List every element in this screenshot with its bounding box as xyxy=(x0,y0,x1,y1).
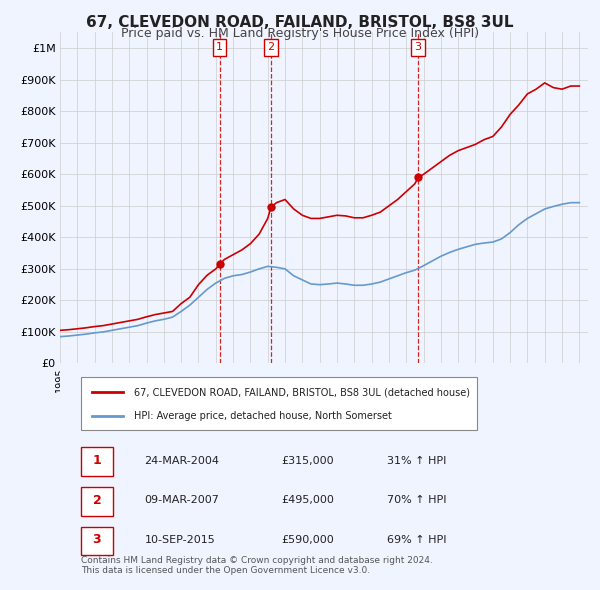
FancyBboxPatch shape xyxy=(81,376,477,430)
Text: £315,000: £315,000 xyxy=(282,455,334,466)
FancyBboxPatch shape xyxy=(81,447,113,476)
Text: 69% ↑ HPI: 69% ↑ HPI xyxy=(388,535,447,545)
Text: £590,000: £590,000 xyxy=(282,535,335,545)
Text: 10-SEP-2015: 10-SEP-2015 xyxy=(145,535,215,545)
Text: 3: 3 xyxy=(92,533,101,546)
Text: 67, CLEVEDON ROAD, FAILAND, BRISTOL, BS8 3UL: 67, CLEVEDON ROAD, FAILAND, BRISTOL, BS8… xyxy=(86,15,514,30)
Text: 2: 2 xyxy=(92,494,101,507)
Text: 24-MAR-2004: 24-MAR-2004 xyxy=(145,455,220,466)
Text: £495,000: £495,000 xyxy=(282,495,335,505)
Text: Contains HM Land Registry data © Crown copyright and database right 2024.
This d: Contains HM Land Registry data © Crown c… xyxy=(81,556,433,575)
FancyBboxPatch shape xyxy=(81,487,113,516)
Text: 67, CLEVEDON ROAD, FAILAND, BRISTOL, BS8 3UL (detached house): 67, CLEVEDON ROAD, FAILAND, BRISTOL, BS8… xyxy=(134,387,470,397)
Text: 1: 1 xyxy=(92,454,101,467)
Text: 31% ↑ HPI: 31% ↑ HPI xyxy=(388,455,447,466)
FancyBboxPatch shape xyxy=(81,527,113,555)
Text: 70% ↑ HPI: 70% ↑ HPI xyxy=(388,495,447,505)
Text: 2: 2 xyxy=(267,42,274,53)
Text: HPI: Average price, detached house, North Somerset: HPI: Average price, detached house, Nort… xyxy=(134,411,392,421)
Text: Price paid vs. HM Land Registry's House Price Index (HPI): Price paid vs. HM Land Registry's House … xyxy=(121,27,479,40)
Text: 09-MAR-2007: 09-MAR-2007 xyxy=(145,495,220,505)
Text: 3: 3 xyxy=(415,42,422,53)
Text: 1: 1 xyxy=(216,42,223,53)
